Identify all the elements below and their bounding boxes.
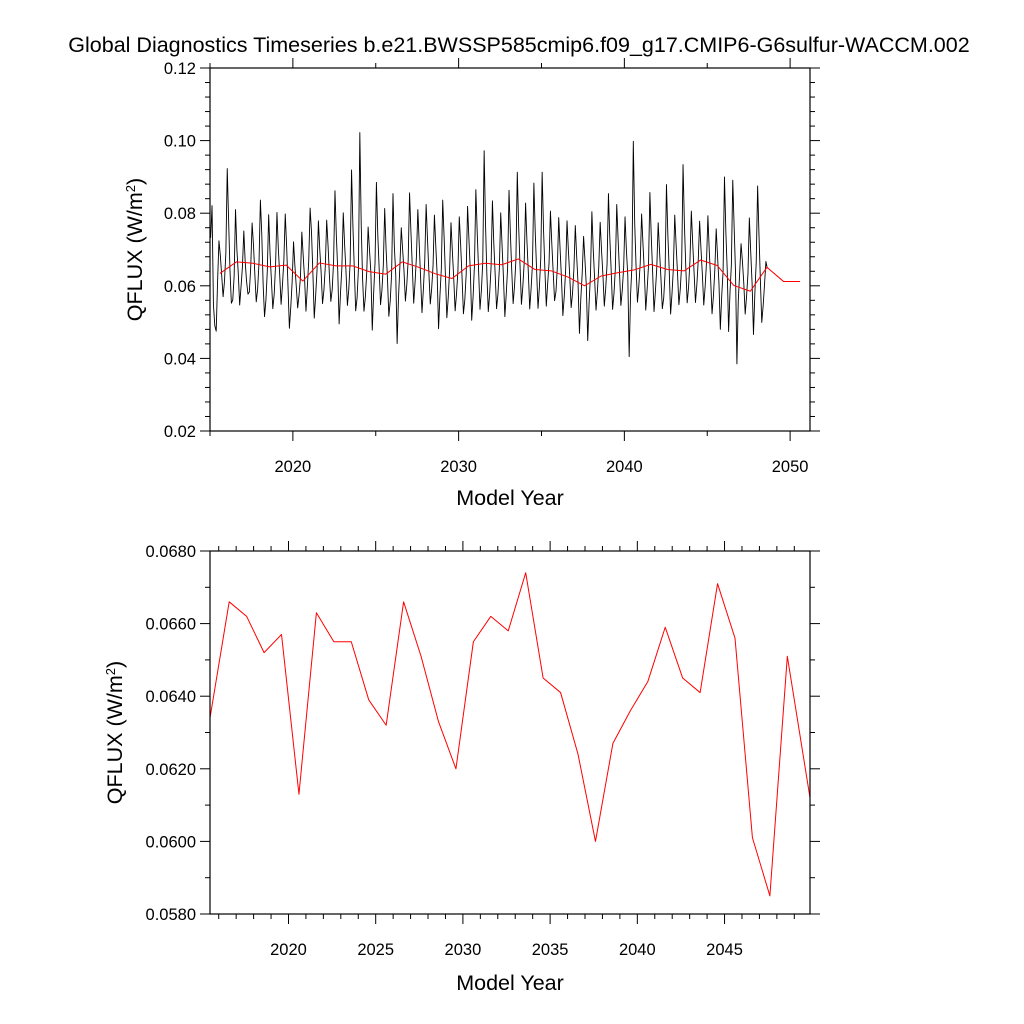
x-tick-label: 2040 <box>619 941 656 959</box>
y-tick-label: 0.0600 <box>146 833 196 851</box>
annual-mean-series-line <box>209 572 811 897</box>
top-panel: 2020 2030 2040 2050 0.02 0.04 0.06 0.08 0.10 0.12… <box>123 58 820 510</box>
y-tick-label: 0.0580 <box>146 906 196 924</box>
x-axis-label: Model Year <box>456 486 564 510</box>
plot-frame <box>209 67 811 432</box>
y-tick-label: 0.04 <box>164 350 196 368</box>
x-tick-label: 2040 <box>606 458 643 476</box>
x-tick-label: 2020 <box>275 458 312 476</box>
x-axis-label: Model Year <box>456 971 564 995</box>
x-tick-label: 2050 <box>772 458 809 476</box>
figure-title: Global Diagnostics Timeseries b.e21.BWSS… <box>68 33 969 57</box>
y-tick-label: 0.06 <box>164 278 196 296</box>
monthly-series-line <box>210 132 768 365</box>
x-tick-label: 2020 <box>270 941 307 959</box>
y-tick-label: 0.0680 <box>146 543 196 561</box>
y-tick-label: 0.0640 <box>146 688 196 706</box>
y-tick-label: 0.0660 <box>146 616 196 634</box>
y-tick-label: 0.02 <box>164 423 196 441</box>
x-tick-label: 2035 <box>532 941 569 959</box>
x-tick-label: 2030 <box>445 941 482 959</box>
annual-mean-series-line <box>219 258 801 292</box>
x-tick-label: 2030 <box>440 458 477 476</box>
y-axis-label: QFLUX (W/m2) <box>103 661 128 804</box>
y-tick-label: 0.0620 <box>146 761 196 779</box>
y-tick-label: 0.08 <box>164 205 196 223</box>
bottom-panel: 2020 2025 2030 2035 2040 2045 0.0580 0.0600 0.06… <box>103 541 820 995</box>
x-tick-label: 2025 <box>357 941 394 959</box>
y-tick-label: 0.10 <box>164 133 196 151</box>
y-tick-label: 0.12 <box>164 60 196 78</box>
y-axis-label: QFLUX (W/m2) <box>123 178 148 321</box>
x-tick-label: 2045 <box>706 941 743 959</box>
